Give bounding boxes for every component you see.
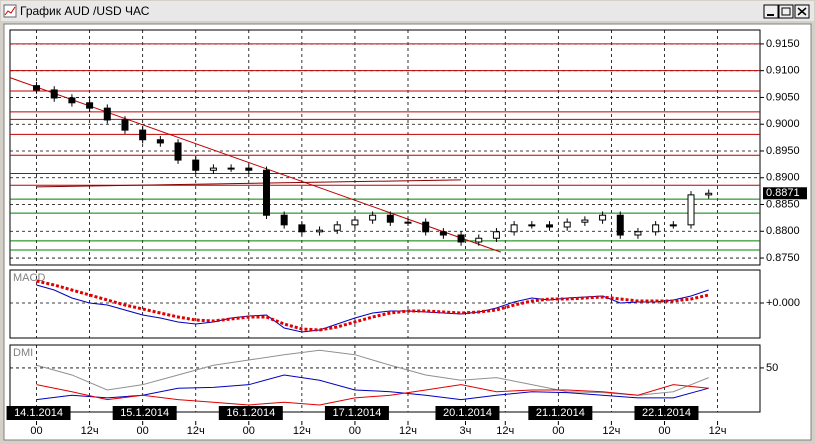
candle-body	[227, 167, 235, 170]
x-tick-label: 00	[658, 425, 670, 437]
x-tick-label: 12ч	[81, 425, 99, 437]
window-icon	[3, 4, 17, 18]
x-tick-label: 00	[30, 425, 42, 437]
date-label: 14.1.2014	[14, 407, 63, 419]
x-tick-label: 00	[349, 425, 361, 437]
last-price-label: 0.8871	[766, 187, 800, 199]
x-tick-label: 12ч	[399, 425, 417, 437]
series-line	[36, 349, 709, 396]
close-glyph	[797, 7, 807, 16]
candle-body	[599, 214, 607, 221]
y-tick-label: +0.000	[766, 297, 800, 309]
candle-body	[634, 231, 642, 236]
candle-body	[192, 159, 200, 171]
panel-title: DMI	[13, 347, 33, 359]
x-tick-label: 00	[243, 425, 255, 437]
candle-body	[457, 234, 465, 243]
candle-body	[422, 221, 430, 233]
candle-body	[475, 237, 483, 243]
candle-body	[616, 214, 624, 236]
candle-body	[50, 89, 58, 99]
panel-frame	[9, 269, 761, 339]
series-line	[36, 374, 709, 401]
candle-body	[33, 85, 41, 91]
x-tick-label: 12ч	[187, 425, 205, 437]
date-label: 22.1.2014	[642, 407, 691, 419]
y-tick-label: 0.8850	[766, 198, 800, 210]
title-bar	[1, 1, 814, 21]
window-title: График AUD /USD ЧАС	[20, 4, 150, 18]
x-tick-label: 3ч	[460, 425, 472, 437]
date-label: 21.1.2014	[536, 407, 585, 419]
x-tick-label: 00	[137, 425, 149, 437]
date-label: 16.1.2014	[226, 407, 275, 419]
series-line	[36, 279, 710, 332]
date-box	[324, 406, 389, 420]
candle-body	[510, 224, 518, 233]
x-tick-label: 12ч	[602, 425, 620, 437]
y-tick-label: 0.9000	[766, 118, 800, 130]
candle-body	[333, 224, 341, 231]
panel-frame	[9, 29, 761, 266]
candle-body	[280, 214, 288, 226]
maximize-button[interactable]	[778, 4, 794, 19]
date-label: 15.1.2014	[120, 407, 169, 419]
candle-body	[351, 219, 359, 226]
candle-body	[563, 221, 571, 228]
candle-body	[121, 119, 129, 131]
y-tick-label: 0.8750	[766, 252, 800, 264]
candle-body	[298, 224, 306, 233]
candle-body	[652, 224, 660, 233]
candle-body	[103, 107, 111, 121]
candle-body	[581, 219, 589, 223]
candle-body	[687, 194, 695, 226]
y-tick-label: 0.8900	[766, 172, 800, 184]
candle-body	[439, 231, 447, 236]
candle-body	[209, 167, 217, 171]
date-box	[435, 406, 500, 420]
y-tick-label: 0.9050	[766, 91, 800, 103]
maximize-glyph	[781, 7, 791, 16]
last-price-box	[763, 187, 807, 200]
series-line	[36, 384, 709, 406]
date-box	[634, 406, 699, 420]
x-tick-label: 12ч	[709, 425, 727, 437]
y-tick-label: 0.8800	[766, 225, 800, 237]
candle-body	[316, 229, 324, 233]
x-tick-label: 12ч	[496, 425, 514, 437]
x-tick-label: 12ч	[293, 425, 311, 437]
candle-body	[669, 224, 677, 227]
candle-body	[369, 214, 377, 221]
panel-title: MACD	[13, 272, 45, 284]
minimize-button[interactable]	[763, 4, 779, 19]
trend-line	[36, 179, 462, 188]
candle-body	[156, 139, 164, 144]
date-box	[112, 406, 177, 420]
date-label: 20.1.2014	[443, 407, 492, 419]
y-tick-label: 0.8950	[766, 145, 800, 157]
y-tick-label: 50	[766, 362, 778, 374]
candle-body	[492, 231, 500, 239]
date-label: 17.1.2014	[332, 407, 381, 419]
window-icon-glyph	[4, 6, 16, 16]
x-tick-label: 00	[552, 425, 564, 437]
date-box	[6, 406, 71, 420]
y-tick-label: 0.9100	[766, 65, 800, 77]
date-box	[218, 406, 283, 420]
candle-body	[174, 142, 182, 161]
candle-body	[86, 102, 94, 109]
candle-body	[546, 224, 554, 228]
candle-body	[68, 97, 76, 104]
candle-body	[705, 192, 713, 196]
candle-body	[262, 169, 270, 216]
candle-body	[528, 224, 536, 227]
date-box	[528, 406, 593, 420]
y-tick-label: 0.9150	[766, 38, 800, 50]
candle-body	[245, 167, 253, 171]
candle-body	[386, 214, 394, 223]
candle-body	[404, 221, 412, 224]
panel-frame	[9, 344, 761, 413]
candle-body	[139, 129, 147, 141]
